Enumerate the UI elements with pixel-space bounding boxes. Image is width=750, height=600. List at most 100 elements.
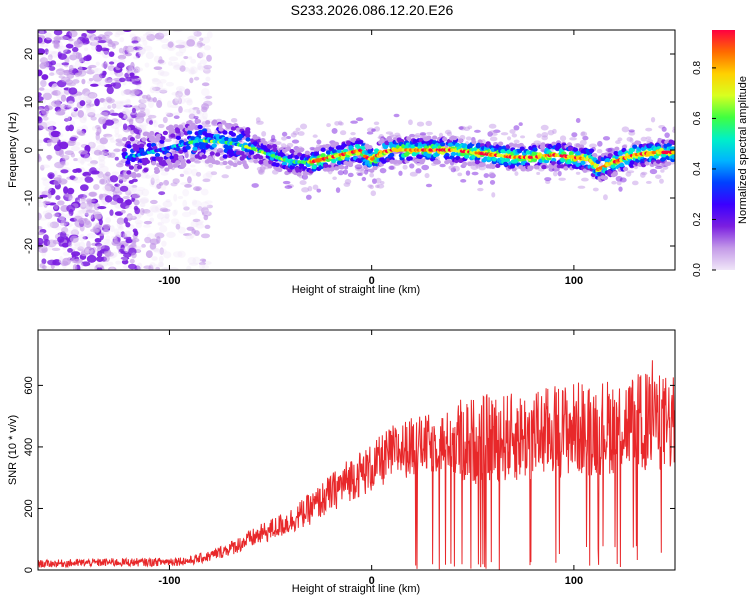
spectrogram-noise-cell bbox=[193, 76, 200, 81]
spectrogram-noise-cell bbox=[136, 119, 143, 123]
spectrogram-noise-cell bbox=[221, 174, 229, 179]
spectrogram-ridge-cell bbox=[131, 171, 137, 177]
spectrogram-noise-cell bbox=[101, 62, 109, 69]
spectrogram-noise-cell bbox=[172, 251, 183, 258]
spectrogram-noise-cell bbox=[196, 109, 201, 115]
spectrogram-noise-cell bbox=[135, 51, 141, 59]
spectrogram-noise-cell bbox=[41, 121, 51, 127]
spectrogram-noise-cell bbox=[187, 35, 197, 41]
spectrogram-noise-cell bbox=[273, 141, 282, 146]
spectrogram-noise-cell bbox=[60, 104, 66, 110]
spectrogram-noise-cell bbox=[199, 263, 206, 270]
spectrogram-noise-cell bbox=[163, 138, 172, 142]
spectrogram-noise-cell bbox=[151, 206, 160, 213]
spectrogram-noise-cell bbox=[177, 97, 183, 105]
spectrogram-noise-cell bbox=[141, 188, 150, 197]
spectrogram-noise-cell bbox=[84, 249, 91, 254]
spectrogram-noise-cell bbox=[122, 233, 128, 239]
spectrogram-noise-cell bbox=[255, 120, 264, 125]
spectrogram-noise-cell bbox=[106, 79, 116, 84]
spectrogram-noise-cell bbox=[155, 178, 160, 183]
spectrogram-noise-cell bbox=[119, 37, 125, 43]
spectrogram-noise-cell bbox=[439, 163, 446, 168]
spectrogram-noise-cell bbox=[89, 249, 98, 256]
spectrogram-noise-cell bbox=[125, 199, 132, 206]
spectrogram-noise-cell bbox=[157, 248, 167, 255]
spectrogram-noise-cell bbox=[136, 125, 144, 130]
spectrogram-noise-cell bbox=[196, 206, 202, 211]
spectrogram-noise-cell bbox=[200, 233, 211, 239]
spectrogram-ridge-cell bbox=[225, 124, 232, 129]
spectrogram-noise-cell bbox=[49, 221, 60, 229]
spectrogram-noise-cell bbox=[44, 48, 49, 55]
spectrogram-noise-cell bbox=[582, 135, 589, 141]
spectrogram-noise-cell bbox=[183, 170, 189, 175]
spectrogram-noise-cell bbox=[91, 170, 100, 175]
spectrogram-noise-cell bbox=[102, 50, 110, 59]
spectrogram-noise-cell bbox=[55, 195, 61, 201]
spectrogram-ridge-cell bbox=[173, 155, 179, 161]
spectrogram-noise-cell bbox=[175, 44, 185, 49]
spectrogram-ridge-cell bbox=[533, 165, 540, 170]
spectrogram-noise-cell bbox=[64, 221, 70, 227]
spectrogram-noise-cell bbox=[185, 234, 194, 240]
spectrogram-noise-cell bbox=[96, 267, 103, 270]
spectrogram-noise-cell bbox=[45, 266, 52, 270]
spectrogram-noise-cell bbox=[67, 100, 75, 107]
spectrogram-ridge-cell bbox=[551, 157, 557, 163]
spectrogram-noise-cell bbox=[334, 121, 340, 126]
spectrogram-noise-cell bbox=[421, 164, 430, 171]
spectrogram-ridge-cell bbox=[498, 141, 504, 146]
spectrogram-noise-cell bbox=[82, 96, 89, 101]
spectrogram-noise-cell bbox=[409, 163, 415, 169]
spectrogram-noise-cell bbox=[104, 119, 115, 126]
spectrogram-noise-cell bbox=[47, 54, 53, 61]
spectrogram-noise-cell bbox=[186, 265, 192, 270]
spectrogram-noise-cell bbox=[438, 132, 444, 138]
spectrogram-ridge-cell bbox=[242, 162, 248, 168]
spectrogram-noise-cell bbox=[639, 172, 646, 178]
spectrogram-noise-cell bbox=[411, 134, 420, 139]
spectrogram-noise-cell bbox=[68, 87, 78, 95]
spectrogram-noise-cell bbox=[139, 107, 146, 112]
spectrogram-noise-cell bbox=[152, 248, 159, 252]
spectrogram-ridge-cell bbox=[289, 165, 295, 170]
spectrogram-y-label: Frequency (Hz) bbox=[7, 112, 19, 188]
spectrogram-noise-cell bbox=[51, 90, 61, 96]
spectrogram-noise-cell bbox=[38, 48, 46, 55]
spectrogram-ridge-cell bbox=[369, 168, 375, 173]
spectrogram-noise-cell bbox=[100, 261, 109, 267]
spectrogram-noise-cell bbox=[58, 133, 64, 137]
spectrogram-noise-cell bbox=[117, 54, 127, 60]
spectrogram-noise-cell bbox=[101, 152, 109, 159]
spectrogram-noise-cell bbox=[41, 258, 47, 265]
spectrogram-noise-cell bbox=[621, 126, 630, 133]
spectrogram-noise-cell bbox=[40, 79, 47, 88]
spectrogram-noise-cell bbox=[96, 250, 103, 258]
spectrogram-ridge-cell bbox=[143, 167, 149, 173]
spectrogram-ridge-cell bbox=[281, 161, 287, 167]
spectrogram-noise-cell bbox=[74, 60, 82, 68]
spectrogram-noise-cell bbox=[129, 72, 135, 77]
spectrogram-noise-cell bbox=[65, 102, 73, 108]
spectrogram-noise-cell bbox=[156, 100, 163, 109]
spectrogram-ridge-cell bbox=[311, 164, 317, 170]
spectrogram-noise-cell bbox=[49, 72, 55, 76]
spectrogram-ridge-cell bbox=[162, 130, 168, 136]
spectrogram-noise-cell bbox=[168, 56, 179, 62]
spectrogram-noise-cell bbox=[402, 164, 408, 170]
spectrogram-noise-cell bbox=[67, 38, 74, 42]
spectrogram-noise-cell bbox=[68, 242, 73, 247]
spectrogram-noise-cell bbox=[41, 190, 52, 196]
spectrogram-noise-cell bbox=[77, 156, 87, 164]
spectrogram-noise-cell bbox=[81, 196, 86, 204]
spectrogram-noise-cell bbox=[119, 77, 126, 83]
spectrogram-noise-cell bbox=[153, 119, 158, 128]
spectrogram-noise-cell bbox=[107, 65, 115, 71]
spectrogram-noise-cell bbox=[136, 84, 142, 89]
spectrogram-noise-cell bbox=[114, 133, 121, 138]
spectrogram-noise-cell bbox=[131, 107, 137, 113]
spectrogram-noise-cell bbox=[98, 116, 107, 125]
